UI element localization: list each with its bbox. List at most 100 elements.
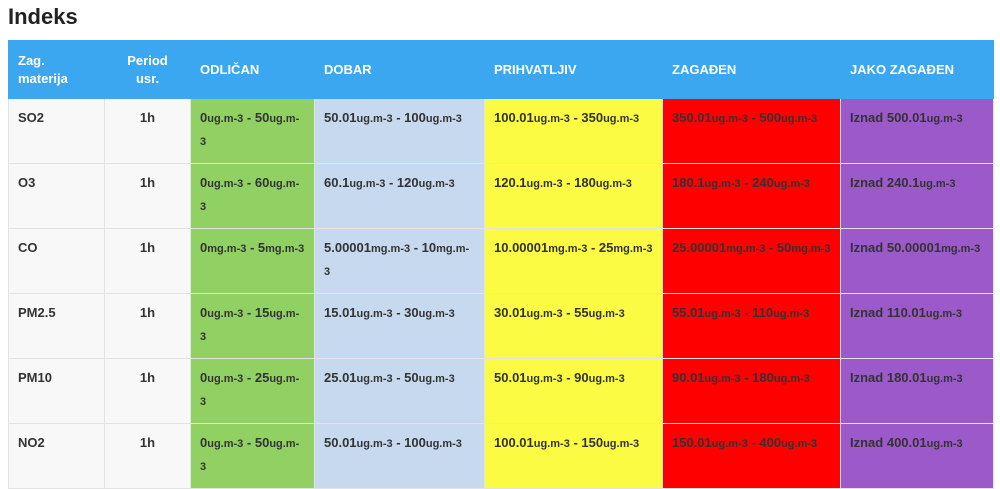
- range-unit: ug.m-3: [711, 438, 748, 450]
- range-unit: ug.m-3: [418, 308, 455, 320]
- range-unit: mg.m-3: [613, 243, 653, 255]
- range-unit: ug.m-3: [207, 113, 244, 125]
- range-unit: ug.m-3: [926, 438, 963, 450]
- range-value: 150.01: [672, 435, 712, 450]
- range-value: Iznad 180.01: [850, 370, 927, 385]
- pollutant-name: NO2: [8, 423, 105, 489]
- range-cell-good: 50.01ug.m-3 - 100ug.m-3: [314, 423, 485, 489]
- range-value: - 500: [747, 110, 782, 125]
- range-value: 0: [200, 305, 208, 320]
- pollutant-name: CO: [8, 228, 105, 294]
- range-value: - 10: [410, 240, 437, 255]
- table-row: SO2 1h 0ug.m-3 - 50ug.m-3 50.01ug.m-3 - 100…: [8, 98, 994, 164]
- pollutant-name: O3: [8, 163, 105, 229]
- range-value: 100.01: [494, 435, 534, 450]
- range-cell-very-polluted: Iznad 500.01ug.m-3: [840, 98, 994, 164]
- range-value: - 120: [385, 175, 419, 190]
- range-value: - 25: [243, 370, 270, 385]
- range-unit: ug.m-3: [207, 373, 244, 385]
- range-unit: ug.m-3: [207, 178, 244, 190]
- range-value: 10.00001: [494, 240, 549, 255]
- range-unit: ug.m-3: [207, 438, 244, 450]
- range-unit: ug.m-3: [781, 438, 818, 450]
- range-cell-polluted: 150.01ug.m-3 - 400ug.m-3: [662, 423, 841, 489]
- range-value: - 400: [747, 435, 782, 450]
- range-unit: ug.m-3: [773, 308, 810, 320]
- range-unit: ug.m-3: [704, 308, 741, 320]
- range-value: - 15: [243, 305, 270, 320]
- range-unit: ug.m-3: [588, 373, 625, 385]
- range-value: - 240: [740, 175, 774, 190]
- range-cell-excellent: 0mg.m-3 - 5mg.m-3: [190, 228, 315, 294]
- table-header-row: Zag. materija Period usr. ODLIČAN DOBAR …: [8, 40, 994, 99]
- range-value: Iznad 110.01: [850, 305, 926, 320]
- range-value: - 90: [562, 370, 589, 385]
- range-cell-good: 15.01ug.m-3 - 30ug.m-3: [314, 293, 485, 359]
- range-value: - 50: [765, 240, 792, 255]
- range-value: 90.01: [672, 370, 705, 385]
- range-cell-very-polluted: Iznad 400.01ug.m-3: [840, 423, 994, 489]
- range-value: - 55: [562, 305, 589, 320]
- range-value: 30.01: [494, 305, 527, 320]
- range-unit: ug.m-3: [925, 308, 962, 320]
- range-cell-polluted: 90.01ug.m-3 - 180ug.m-3: [662, 358, 841, 424]
- range-value: Iznad 400.01: [850, 435, 927, 450]
- range-unit: ug.m-3: [704, 178, 741, 190]
- range-unit: ug.m-3: [711, 113, 748, 125]
- air-quality-index-table: Zag. materija Period usr. ODLIČAN DOBAR …: [8, 40, 994, 489]
- range-cell-polluted: 25.00001mg.m-3 - 50mg.m-3: [662, 228, 841, 294]
- range-unit: ug.m-3: [200, 308, 300, 343]
- range-value: 0: [200, 175, 208, 190]
- range-unit: ug.m-3: [418, 373, 455, 385]
- range-unit: ug.m-3: [603, 438, 640, 450]
- range-cell-very-polluted: Iznad 110.01ug.m-3: [840, 293, 994, 359]
- range-value: - 150: [569, 435, 604, 450]
- range-value: 50.01: [494, 370, 527, 385]
- range-cell-polluted: 350.01ug.m-3 - 500ug.m-3: [662, 98, 841, 164]
- range-unit: ug.m-3: [200, 373, 300, 408]
- range-cell-acceptable: 100.01ug.m-3 - 150ug.m-3: [484, 423, 663, 489]
- range-unit: ug.m-3: [533, 438, 570, 450]
- range-unit: ug.m-3: [418, 178, 455, 190]
- averaging-period: 1h: [104, 163, 191, 229]
- range-unit: ug.m-3: [773, 373, 810, 385]
- averaging-period: 1h: [104, 358, 191, 424]
- range-unit: ug.m-3: [200, 178, 300, 213]
- range-cell-acceptable: 120.1ug.m-3 - 180ug.m-3: [484, 163, 663, 229]
- range-value: 0: [200, 240, 208, 255]
- range-unit: ug.m-3: [919, 178, 956, 190]
- range-value: 55.01: [672, 305, 705, 320]
- pollutant-name: SO2: [8, 98, 105, 164]
- range-unit: ug.m-3: [603, 113, 640, 125]
- range-value: - 100: [392, 110, 426, 125]
- range-unit: ug.m-3: [356, 308, 393, 320]
- range-value: 0: [200, 110, 208, 125]
- range-cell-acceptable: 30.01ug.m-3 - 55ug.m-3: [484, 293, 663, 359]
- range-cell-excellent: 0ug.m-3 - 60ug.m-3: [190, 163, 315, 229]
- range-value: - 180: [562, 175, 596, 190]
- page-title: Indeks: [8, 4, 78, 29]
- range-value: - 60: [243, 175, 270, 190]
- range-value: - 50: [243, 435, 270, 450]
- range-cell-excellent: 0ug.m-3 - 25ug.m-3: [190, 358, 315, 424]
- header-level-polluted: ZAGAĐEN: [662, 40, 841, 99]
- range-unit: ug.m-3: [526, 373, 563, 385]
- range-value: 15.01: [324, 305, 357, 320]
- range-value: 60.1: [324, 175, 350, 190]
- range-unit: ug.m-3: [533, 113, 570, 125]
- range-unit: mg.m-3: [726, 243, 766, 255]
- range-unit: ug.m-3: [588, 308, 625, 320]
- range-unit: ug.m-3: [207, 308, 244, 320]
- table-row: CO 1h 0mg.m-3 - 5mg.m-3 5.00001mg.m-3 - 10m…: [8, 228, 994, 294]
- pollutant-name: PM10: [8, 358, 105, 424]
- header-level-good: DOBAR: [314, 40, 485, 99]
- header-level-very-polluted: JAKO ZAGAĐEN: [840, 40, 994, 99]
- range-cell-very-polluted: Iznad 180.01ug.m-3: [840, 358, 994, 424]
- range-value: - 350: [569, 110, 604, 125]
- range-value: - 50: [243, 110, 270, 125]
- range-cell-very-polluted: Iznad 50.00001mg.m-3: [840, 228, 994, 294]
- range-value: 120.1: [494, 175, 527, 190]
- range-cell-excellent: 0ug.m-3 - 50ug.m-3: [190, 98, 315, 164]
- range-unit: ug.m-3: [349, 178, 386, 190]
- range-unit: ug.m-3: [595, 178, 632, 190]
